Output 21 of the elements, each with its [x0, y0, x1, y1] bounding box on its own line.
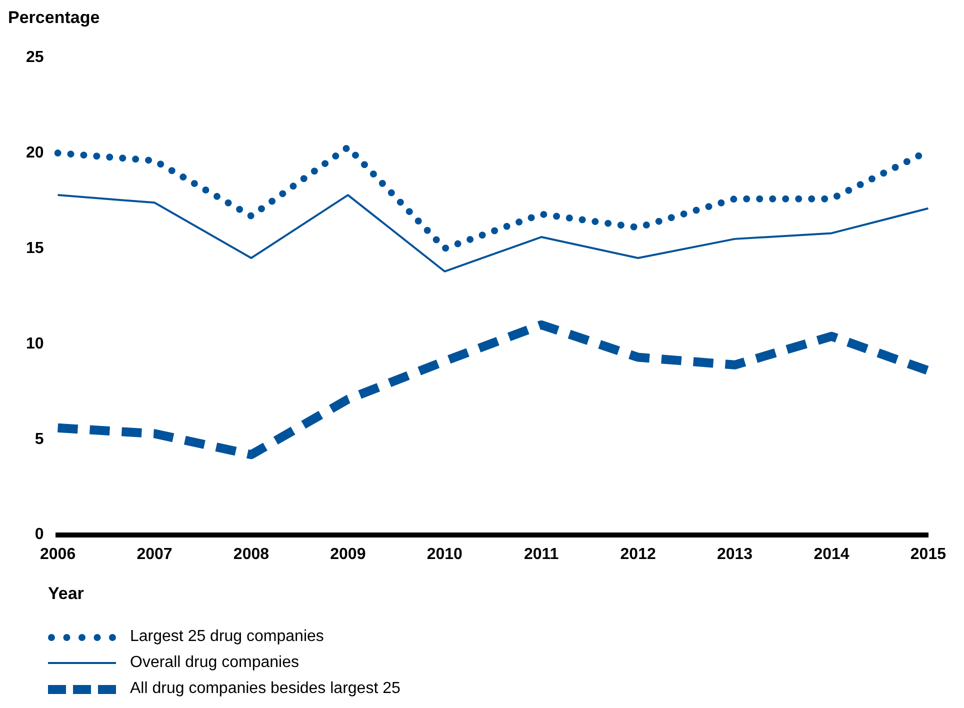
- x-tick-label: 2009: [330, 546, 366, 563]
- x-tick-label: 2010: [426, 546, 463, 563]
- x-tick-label: 2015: [910, 546, 946, 563]
- y-tick-label: 0: [34, 526, 44, 544]
- x-tick-label: 2013: [716, 546, 753, 563]
- x-tick-label: 2011: [524, 546, 559, 563]
- y-tick-label: 20: [26, 144, 44, 162]
- legend-label: Largest 25 drug companies: [130, 628, 324, 646]
- y-axis-title: Percentage: [8, 8, 101, 29]
- y-tick-label: 25: [26, 49, 44, 66]
- legend-label: Overall drug companies: [130, 654, 299, 672]
- y-tick-label: 5: [34, 430, 44, 448]
- x-tick-label: 2012: [620, 546, 656, 563]
- y-tick-label: 10: [26, 335, 44, 352]
- x-tick-label: 2008: [233, 546, 270, 563]
- x-tick-label: 2007: [136, 546, 172, 563]
- x-tick-label: 2014: [814, 546, 850, 563]
- legend-label: All drug companies besides largest 25: [130, 680, 400, 698]
- y-tick-label: 15: [26, 240, 44, 257]
- x-tick-label: 2006: [40, 546, 76, 563]
- x-axis-title: Year: [48, 584, 85, 604]
